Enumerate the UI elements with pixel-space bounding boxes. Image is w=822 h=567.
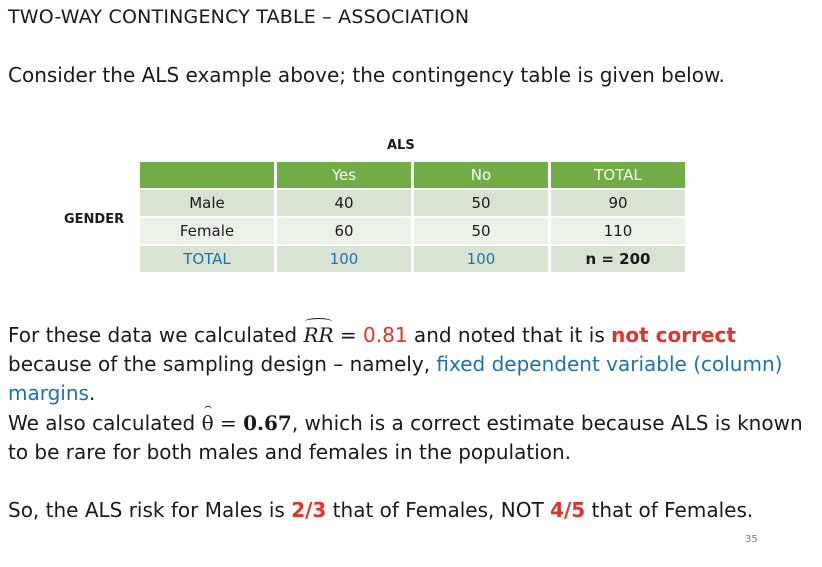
- row-label-total: TOTAL: [140, 246, 274, 272]
- p3-text-1: So, the ALS risk for Males is: [8, 498, 292, 522]
- cell-female-total: 110: [551, 218, 685, 244]
- table-row-total: TOTAL 100 100 n = 200: [140, 246, 685, 272]
- intro-text: Consider the ALS example above; the cont…: [8, 63, 725, 87]
- rr-value: 0.81: [363, 323, 408, 347]
- not-correct-emphasis: not correct: [611, 323, 736, 347]
- slide-title: TWO-WAY CONTINGENCY TABLE – ASSOCIATION: [8, 6, 470, 28]
- page-number: 35: [745, 534, 758, 545]
- theta-hat-symbol: θ: [202, 406, 214, 438]
- p2-text-2: , which is a correct estimate because AL…: [8, 411, 803, 464]
- p1-text-1: For these data we calculated: [8, 323, 304, 347]
- cell-male-yes: 40: [277, 190, 411, 216]
- contingency-table: Yes No TOTAL Male 40 50 90 Female 60 50 …: [137, 160, 688, 274]
- header-cell-yes: Yes: [277, 162, 411, 188]
- cell-grand-total: n = 200: [551, 246, 685, 272]
- cell-male-total: 90: [551, 190, 685, 216]
- row-variable-label: GENDER: [64, 212, 125, 227]
- cell-female-yes: 60: [277, 218, 411, 244]
- p2-text-1: We also calculated: [8, 411, 202, 435]
- p3-text-2: that of Females, NOT: [326, 498, 551, 522]
- header-cell-blank: [140, 162, 274, 188]
- paragraph-relative-risk: For these data we calculated RR = 0.81 a…: [8, 318, 818, 408]
- p1-text-2: =: [333, 323, 364, 347]
- p1-text-5: .: [88, 381, 96, 405]
- p2-equals: =: [213, 411, 244, 435]
- p1-text-4: because of the sampling design – namely,: [8, 352, 437, 376]
- theta-value: 0.67: [243, 411, 292, 435]
- paragraph-conclusion: So, the ALS risk for Males is 2/3 that o…: [8, 496, 818, 525]
- cell-female-no: 50: [414, 218, 548, 244]
- cell-total-no: 100: [414, 246, 548, 272]
- table-row-male: Male 40 50 90: [140, 190, 685, 216]
- table-header-row: Yes No TOTAL: [140, 162, 685, 188]
- fixed-margins-highlight: fixed dependent variable (column) margin…: [8, 352, 783, 405]
- ratio-incorrect: 4/5: [550, 498, 586, 522]
- column-variable-label: ALS: [387, 138, 415, 153]
- paragraph-odds-ratio: We also calculated θ = 0.67, which is a …: [8, 406, 818, 467]
- rr-hat-symbol: RR: [303, 318, 334, 350]
- p3-text-3: that of Females.: [585, 498, 754, 522]
- header-cell-no: No: [414, 162, 548, 188]
- cell-total-yes: 100: [277, 246, 411, 272]
- row-label-female: Female: [140, 218, 274, 244]
- p1-text-3: and noted that it is: [407, 323, 612, 347]
- cell-male-no: 50: [414, 190, 548, 216]
- table-row-female: Female 60 50 110: [140, 218, 685, 244]
- row-label-male: Male: [140, 190, 274, 216]
- ratio-correct: 2/3: [291, 498, 327, 522]
- header-cell-total: TOTAL: [551, 162, 685, 188]
